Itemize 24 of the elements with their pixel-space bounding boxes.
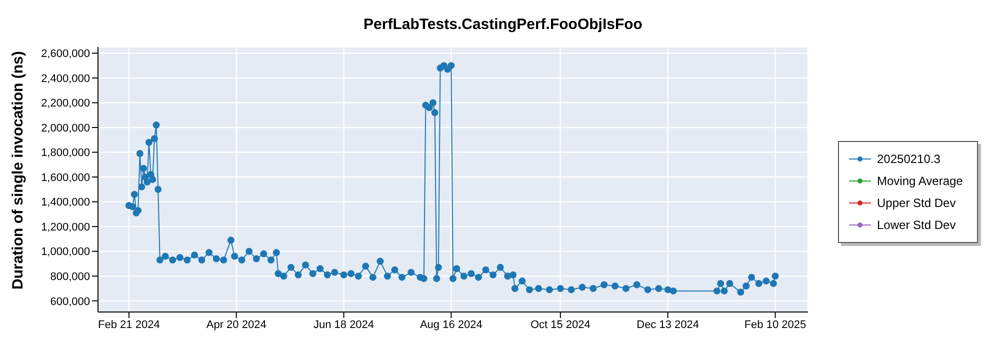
y-tick-label: 1,400,000 [41, 196, 90, 209]
legend-label: Lower Std Dev [876, 217, 957, 234]
y-tick-label: 2,000,000 [41, 122, 90, 134]
y-tick-label: 1,000,000 [41, 246, 90, 258]
y-tick-label: 1,200,000 [41, 221, 90, 234]
x-tick-label: Feb 10 2025 [744, 318, 806, 331]
y-tick-label: 1,800,000 [41, 147, 90, 160]
x-tick-label: Aug 16 2024 [420, 318, 482, 331]
x-tick-label: Feb 21 2024 [98, 318, 160, 331]
legend-label: Moving Average [876, 173, 964, 190]
x-tick-label: Apr 20 2024 [206, 318, 266, 331]
y-tick-label: 2,400,000 [41, 72, 90, 85]
y-tick-label: 2,200,000 [41, 98, 90, 110]
y-axis-title: Duration of single invocation (ns) [9, 51, 26, 290]
y-tick-label: 800,000 [50, 270, 90, 283]
x-tick-label: Oct 15 2024 [530, 318, 590, 331]
y-tick-label: 600,000 [50, 296, 90, 308]
y-tick-label: 1,600,000 [41, 172, 90, 184]
x-tick-label: Jun 18 2024 [313, 318, 374, 331]
chart-title: PerfLabTests.CastingPerf.FooObjIsFoo [362, 15, 644, 35]
x-tick-label: Dec 13 2024 [636, 318, 700, 331]
legend-label: 20250210.3 [876, 151, 942, 168]
y-tick-label: 2,600,000 [41, 48, 90, 60]
legend-label: Upper Std Dev [876, 195, 957, 212]
